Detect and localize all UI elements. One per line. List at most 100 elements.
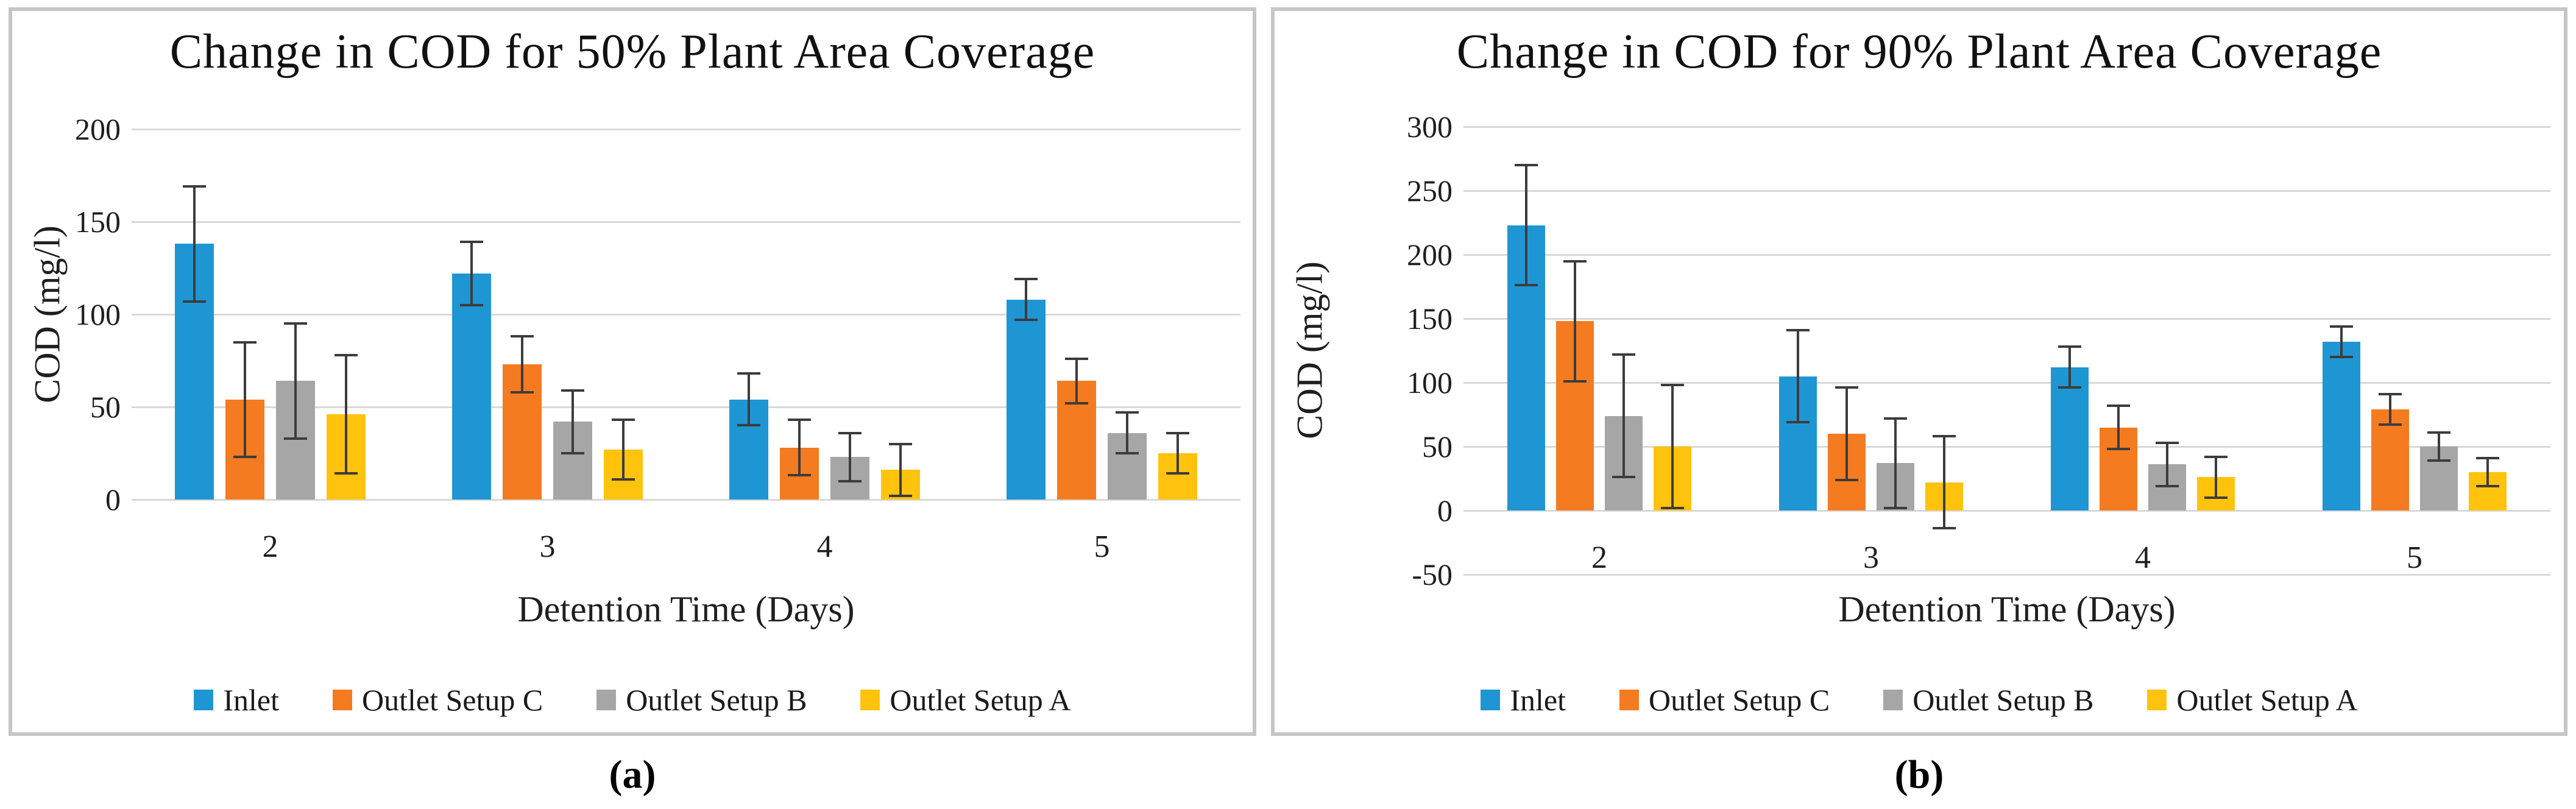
error-bar (2389, 394, 2391, 425)
bar-inlet-day5 (1007, 299, 1046, 500)
error-bar (2486, 457, 2489, 487)
error-bar (2117, 405, 2120, 450)
error-bar-cap-bottom (1065, 401, 1088, 404)
y-tick-label: 50 (90, 390, 121, 424)
error-bar-cap-top (2427, 431, 2450, 434)
legend-swatch-icon (2147, 690, 2167, 710)
error-bar (2340, 326, 2343, 357)
error-bar-cap-bottom (1166, 472, 1189, 475)
gridline-250 (1463, 190, 2550, 192)
error-bar-cap-top (1835, 386, 1858, 389)
error-bar-cap-top (334, 353, 358, 356)
error-bar-cap-bottom (1786, 421, 1810, 424)
bar-inlet-day4 (2051, 367, 2089, 510)
error-bar (470, 242, 473, 305)
y-tick-label: 100 (1407, 366, 1453, 400)
gridline-100 (132, 314, 1240, 316)
error-bar-cap-bottom (233, 456, 257, 459)
caption-b: (b) (1894, 752, 1944, 797)
y-tick-label: 300 (1407, 110, 1453, 144)
error-bar-cap-bottom (612, 478, 635, 481)
legend-label: Outlet Setup B (1913, 683, 2094, 717)
x-tick-label-5: 5 (2407, 540, 2422, 575)
error-bar-cap-bottom (2330, 356, 2353, 358)
y-tick-label: 0 (105, 482, 121, 517)
error-bar (2215, 456, 2217, 498)
error-bar-cap-top (1563, 260, 1587, 263)
legend-swatch-icon (332, 690, 352, 710)
x-axis-label-b: Detention Time (Days) (1838, 589, 2176, 629)
x-tick-label-3: 3 (1863, 540, 1879, 575)
error-bar-cap-bottom (2107, 448, 2130, 451)
error-bar-cap-bottom (889, 494, 912, 497)
x-tick-label-5: 5 (1094, 529, 1110, 564)
panel-b: Change in COD for 90% Plant Area Coverag… (1271, 7, 2567, 736)
legend-item-outlet-setup-c: Outlet Setup C (1619, 682, 1830, 718)
error-bar-cap-top (233, 341, 257, 344)
error-bar-cap-top (284, 322, 307, 325)
legend-label: Inlet (1510, 683, 1566, 717)
legend-label: Outlet Setup C (361, 683, 543, 717)
y-tick-label: 250 (1407, 174, 1453, 208)
error-bar-cap-top (1612, 353, 1635, 356)
error-bar-cap-bottom (183, 300, 206, 303)
y-tick-label: -50 (1412, 557, 1453, 592)
error-bar-cap-top (889, 442, 912, 445)
error-bar (571, 390, 574, 453)
legend-item-outlet-setup-b: Outlet Setup B (596, 682, 807, 718)
gridline-150 (132, 221, 1240, 223)
y-tick-label: 50 (1422, 429, 1453, 464)
error-bar-cap-top (183, 185, 206, 188)
error-bar-cap-top (1065, 357, 1088, 360)
bar-inlet-day3 (452, 274, 491, 500)
error-bar (748, 373, 750, 426)
legend-item-inlet: Inlet (194, 682, 279, 718)
error-bar (2166, 442, 2168, 487)
error-bar-cap-top (612, 419, 635, 422)
error-bar-cap-bottom (788, 474, 811, 477)
legend-item-outlet-setup-c: Outlet Setup C (332, 682, 543, 718)
error-bar-cap-bottom (2204, 496, 2227, 499)
error-bar (1943, 436, 1945, 529)
error-bar (1622, 354, 1625, 478)
y-tick-label: 0 (1437, 493, 1453, 528)
error-bar (1025, 279, 1027, 320)
y-tick-label: 100 (75, 297, 121, 331)
legend-swatch-icon (1481, 690, 1501, 710)
error-bar-cap-bottom (1612, 476, 1635, 479)
error-bar-cap-top (1884, 417, 1907, 420)
error-bar-cap-bottom (1563, 380, 1587, 383)
error-bar-cap-bottom (561, 452, 584, 454)
error-bar (1126, 412, 1128, 453)
error-bar (849, 433, 851, 481)
error-bar-cap-bottom (1884, 506, 1907, 509)
error-bar-cap-top (2330, 325, 2353, 328)
legend-item-inlet: Inlet (1481, 682, 1566, 718)
error-bar (294, 323, 297, 439)
legend-item-outlet-setup-a: Outlet Setup A (860, 682, 1071, 718)
chart-title-b: Change in COD for 90% Plant Area Coverag… (1456, 25, 2382, 79)
error-bar (1797, 330, 1799, 423)
error-bar-cap-top (1116, 411, 1139, 414)
error-bar-cap-bottom (2476, 485, 2499, 488)
legend-swatch-icon (1883, 690, 1903, 710)
y-tick-label: 200 (75, 112, 121, 146)
error-bar-cap-top (460, 241, 483, 244)
error-bar-cap-bottom (1835, 478, 1858, 481)
gridline-200 (132, 129, 1240, 130)
error-bar-cap-top (1515, 164, 1538, 166)
error-bar-cap-top (2107, 404, 2130, 407)
error-bar-cap-bottom (1515, 284, 1538, 287)
error-bar (2438, 432, 2440, 461)
bar-inlet-day5 (2323, 341, 2360, 510)
error-bar-cap-top (2379, 392, 2402, 395)
y-tick-label: 150 (1407, 302, 1453, 336)
gridline-50 (1463, 446, 2550, 448)
error-bar-cap-bottom (737, 424, 760, 427)
y-tick-label: 200 (1407, 238, 1453, 272)
error-bar-cap-top (2156, 441, 2179, 444)
error-bar-cap-top (788, 419, 811, 422)
error-bar-cap-bottom (1116, 452, 1139, 454)
error-bar-cap-top (2204, 455, 2227, 458)
